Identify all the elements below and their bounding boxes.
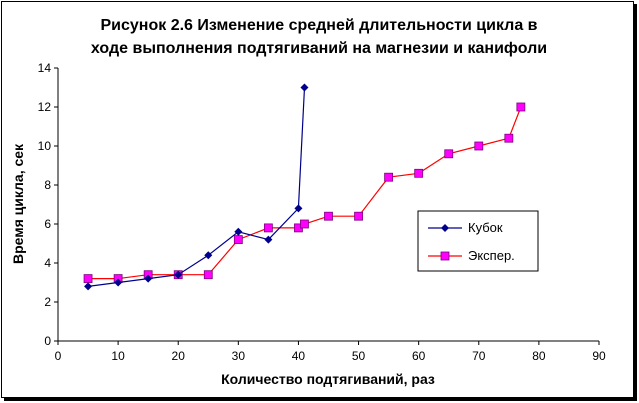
data-point-exper xyxy=(414,168,424,178)
plot-area xyxy=(83,83,526,291)
x-tick-label: 50 xyxy=(352,349,366,363)
y-axis-title: Время цикла, сек xyxy=(10,143,26,264)
axis-ticks: 0 10 20 30 40 50 60 70 80 90 0 2 4 6 8 10 12 14 xyxy=(38,61,606,363)
data-point-exper xyxy=(444,149,454,159)
y-tick-label: 14 xyxy=(38,61,52,75)
x-axis-title: Количество подтягиваний, раз xyxy=(221,371,435,387)
x-tick-label: 80 xyxy=(532,349,546,363)
data-point-exper xyxy=(300,219,309,229)
data-point-exper xyxy=(354,211,363,221)
x-tick-label: 20 xyxy=(172,349,186,363)
x-tick-label: 30 xyxy=(232,349,246,363)
data-point-exper xyxy=(474,141,484,151)
y-tick-label: 8 xyxy=(44,178,51,192)
x-tick-label: 10 xyxy=(111,349,125,363)
data-point-exper xyxy=(263,223,273,233)
data-point-kubok xyxy=(234,227,243,236)
data-point-exper xyxy=(324,211,333,221)
legend-label-kubok: Кубок xyxy=(468,220,503,235)
legend-box xyxy=(417,210,539,272)
chart-title-line-2: ходе выполнения подтягиваний на магнезии… xyxy=(91,40,547,57)
data-point-kubok xyxy=(84,282,93,291)
data-point-exper xyxy=(233,235,243,245)
data-point-exper xyxy=(83,274,93,284)
x-tick-label: 70 xyxy=(472,349,486,363)
data-point-kubok xyxy=(174,270,183,279)
y-tick-label: 0 xyxy=(44,334,51,348)
x-tick-label: 90 xyxy=(592,349,606,363)
x-tick-label: 0 xyxy=(55,349,62,363)
data-point-exper xyxy=(203,270,213,280)
data-point-kubok xyxy=(294,204,303,213)
legend-marker-kubok xyxy=(441,224,449,232)
chart-frame xyxy=(1,1,634,398)
legend-label-exper: Экспер. xyxy=(468,248,515,263)
y-tick-label: 2 xyxy=(44,295,51,309)
legend: Кубок Экспер. xyxy=(417,210,539,272)
series-line-kubok xyxy=(88,87,306,287)
data-point-kubok xyxy=(144,274,153,283)
data-point-kubok xyxy=(204,251,213,260)
data-point-kubok xyxy=(264,235,273,244)
data-point-exper xyxy=(384,172,394,182)
data-point-exper xyxy=(516,102,526,112)
x-tick-label: 40 xyxy=(292,349,306,363)
y-tick-label: 10 xyxy=(38,139,52,153)
legend-marker-exper xyxy=(440,251,450,261)
y-tick-label: 12 xyxy=(38,100,52,114)
data-point-exper xyxy=(504,133,514,143)
y-tick-label: 6 xyxy=(44,217,51,231)
x-tick-label: 60 xyxy=(412,349,426,363)
data-point-kubok xyxy=(300,83,309,92)
y-tick-label: 4 xyxy=(44,256,51,270)
data-point-kubok xyxy=(114,278,123,287)
chart-title-line-1: Рисунок 2.6 Изменение средней длительнос… xyxy=(101,17,538,34)
